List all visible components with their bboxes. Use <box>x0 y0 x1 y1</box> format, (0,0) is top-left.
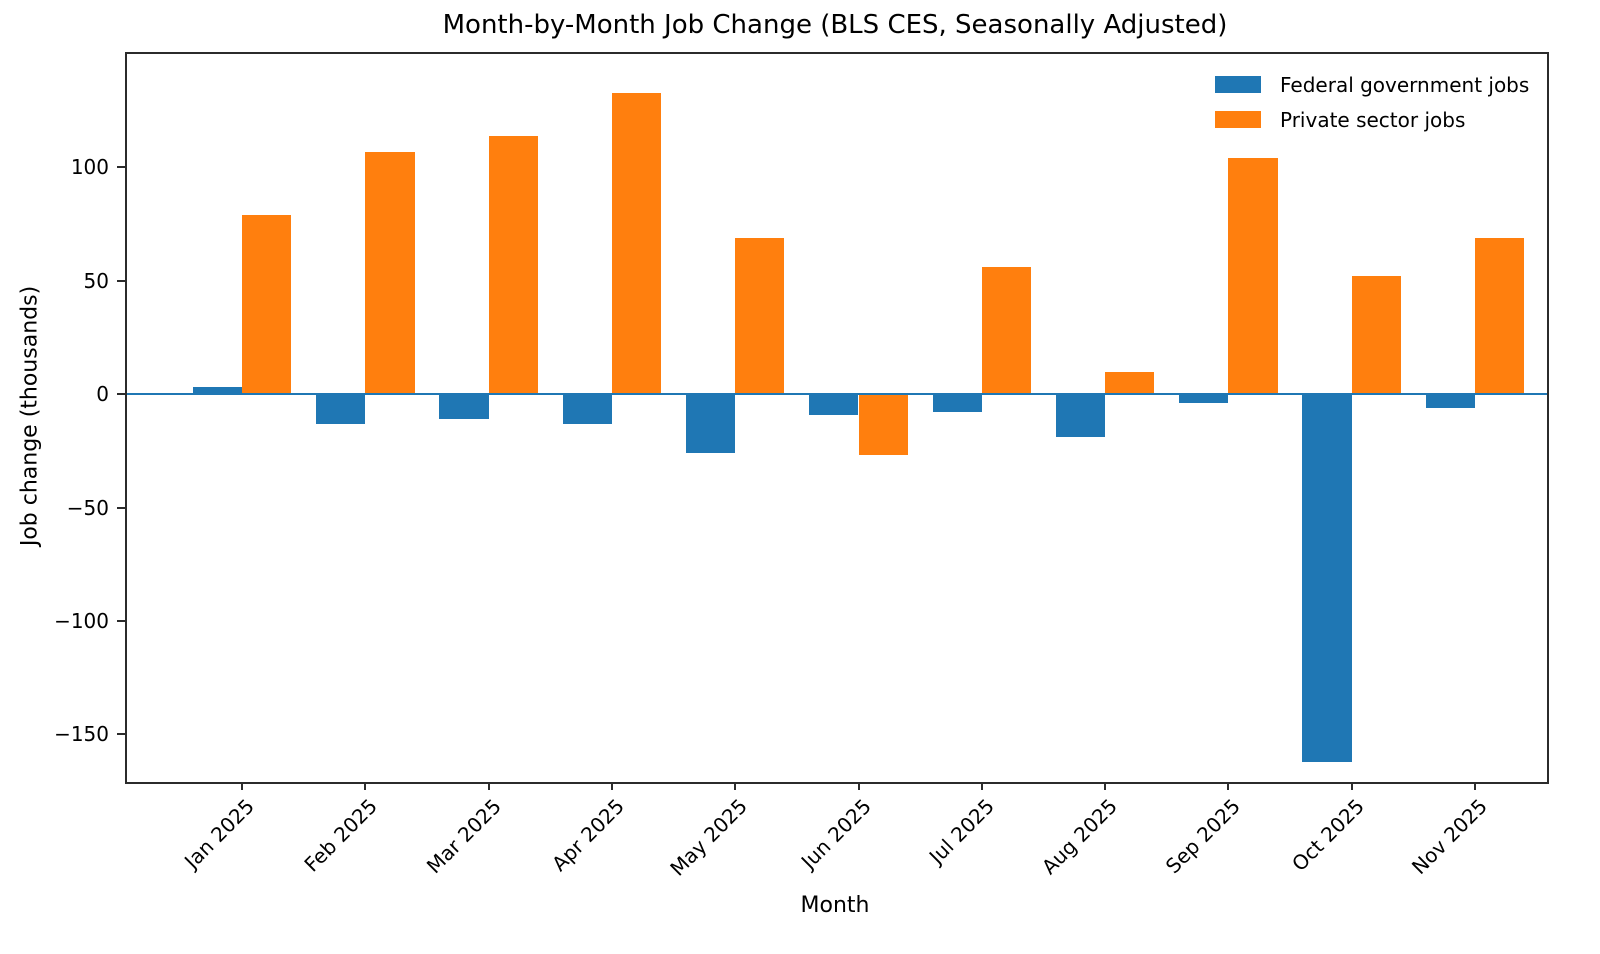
y-tick-mark <box>117 733 125 736</box>
x-tick-mark <box>487 782 490 790</box>
bar-federal <box>1179 394 1229 404</box>
legend-label: Federal government jobs <box>1280 72 1530 97</box>
bar-federal <box>562 394 612 424</box>
x-tick-mark <box>734 782 737 790</box>
bar-private <box>1228 158 1278 395</box>
y-tick-mark <box>117 279 125 282</box>
y-tick-mark <box>117 166 125 169</box>
y-tick-label: 100 <box>70 155 109 180</box>
legend-swatch <box>1215 111 1261 128</box>
bar-federal <box>1302 394 1352 762</box>
x-tick-mark <box>241 782 243 790</box>
bar-private <box>735 237 785 395</box>
bar-private <box>981 267 1032 395</box>
y-tick-mark <box>117 619 125 622</box>
x-axis-label: Month <box>800 893 870 918</box>
y-tick-label: 0 <box>96 382 109 407</box>
x-tick-mark <box>610 782 613 790</box>
bar-federal <box>809 394 859 415</box>
x-tick-mark <box>1474 782 1476 790</box>
bar-federal <box>1055 394 1106 438</box>
bar-private <box>858 394 908 456</box>
x-tick-mark <box>1227 782 1230 790</box>
chart-title: Month-by-Month Job Change (BLS CES, Seas… <box>442 10 1228 40</box>
x-tick-mark <box>857 782 860 790</box>
legend-swatch <box>1215 76 1261 93</box>
y-tick-label: 50 <box>83 268 109 293</box>
bar-private <box>1351 276 1401 395</box>
x-tick-mark <box>364 782 367 790</box>
bar-federal <box>685 394 736 454</box>
legend-row: Private sector jobs <box>1215 102 1529 137</box>
bar-federal <box>316 394 366 424</box>
y-tick-label: −100 <box>54 608 109 633</box>
bar-private <box>242 215 292 395</box>
legend-row: Federal government jobs <box>1215 67 1529 102</box>
bar-federal <box>932 394 982 413</box>
legend: Federal government jobs Private sector jo… <box>1215 67 1529 137</box>
zero-line <box>127 393 1547 396</box>
bar-federal <box>1425 394 1475 408</box>
x-tick-mark <box>1104 782 1107 790</box>
bar-private <box>1105 371 1155 395</box>
bar-private <box>1475 237 1525 395</box>
y-tick-label: −150 <box>54 722 109 747</box>
y-tick-mark <box>117 506 125 509</box>
bar-private <box>611 92 662 395</box>
x-tick-mark <box>1350 782 1353 790</box>
y-tick-label: −50 <box>66 495 109 520</box>
bar-federal <box>192 387 242 395</box>
legend-label: Private sector jobs <box>1280 107 1466 132</box>
plot-area: Federal government jobs Private sector jo… <box>54 52 1549 881</box>
y-tick-mark <box>117 393 125 396</box>
bar-private <box>488 135 538 395</box>
bar-federal <box>439 394 489 420</box>
bar-private <box>365 151 415 395</box>
x-tick-mark <box>980 782 983 790</box>
